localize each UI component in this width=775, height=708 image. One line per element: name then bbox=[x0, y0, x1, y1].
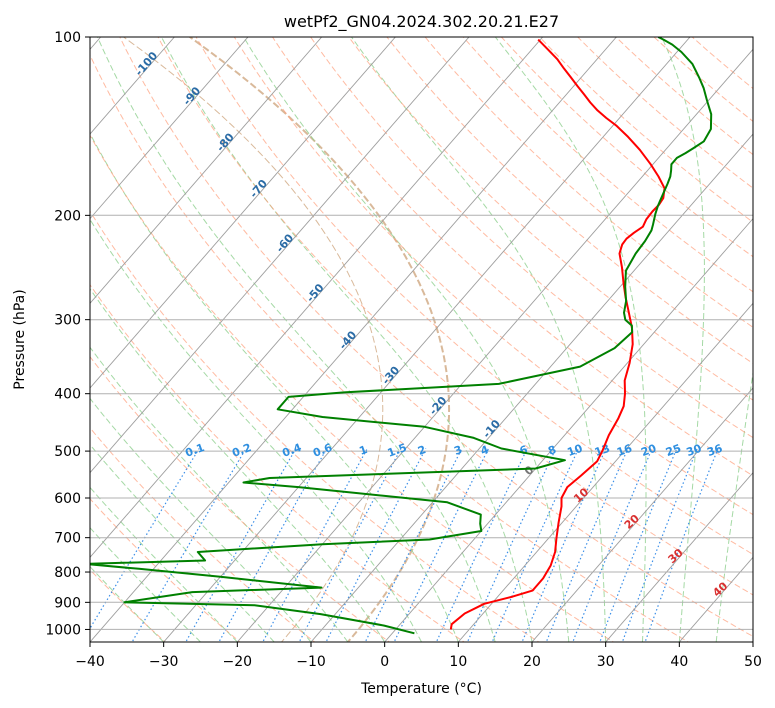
isotherm bbox=[90, 37, 396, 389]
moist-adiabat bbox=[90, 527, 201, 642]
dry-adiabat bbox=[233, 37, 753, 516]
mixing-ratio-label: 0.1 bbox=[183, 441, 206, 460]
mixing-ratio-line bbox=[491, 448, 580, 642]
sounding-series bbox=[90, 37, 713, 635]
y-tick-label: 200 bbox=[54, 208, 81, 224]
x-tick-label: 10 bbox=[449, 654, 467, 670]
y-axis: 100 200 300 400 500 600 700 800 900 1000 bbox=[45, 30, 90, 638]
isotherm bbox=[531, 387, 753, 642]
y-tick-label: 900 bbox=[54, 595, 81, 611]
isotherm bbox=[90, 37, 617, 642]
mixing-ratio-label: 6 bbox=[518, 443, 530, 458]
y-tick-label: 600 bbox=[54, 491, 81, 507]
mixing-ratio-label: 8 bbox=[546, 443, 558, 458]
y-tick-label: 800 bbox=[54, 565, 81, 581]
mixing-ratio-line bbox=[621, 448, 698, 642]
plot-border bbox=[89, 36, 754, 643]
x-tick-label: 0 bbox=[380, 654, 389, 670]
moist-adiabat bbox=[351, 37, 607, 642]
mixing-ratio-label: 0.2 bbox=[230, 441, 253, 460]
mixing-ratio-label: 25 bbox=[664, 442, 683, 459]
mixing-ratio-label: 1.5 bbox=[386, 441, 409, 460]
dry-adiabat bbox=[271, 37, 753, 477]
dry-adiabat bbox=[424, 37, 753, 328]
moist-adiabat bbox=[90, 565, 165, 642]
moist-adiabat bbox=[90, 287, 386, 642]
isotherm bbox=[90, 37, 544, 558]
mixing-ratio-line bbox=[599, 448, 678, 642]
y-axis-label: Pressure (hPa) bbox=[12, 289, 28, 389]
mixing-ratio-lines bbox=[90, 448, 719, 642]
mixing-ratio-line bbox=[521, 448, 607, 642]
moist-adiabat bbox=[90, 346, 349, 642]
moist-adiabat bbox=[90, 218, 422, 642]
moist-adiabats bbox=[90, 37, 753, 642]
isotherm bbox=[236, 48, 753, 642]
isotherm bbox=[90, 37, 249, 220]
x-tick-label: −20 bbox=[223, 654, 253, 670]
mixing-ratio-label: 20 bbox=[639, 442, 658, 460]
moist-adiabat bbox=[90, 486, 238, 642]
isotherm bbox=[457, 302, 753, 642]
mixing-ratio-label: 36 bbox=[705, 442, 724, 460]
dewpoint-line bbox=[90, 37, 713, 635]
x-tick-label: 20 bbox=[523, 654, 541, 670]
x-axis-label: Temperature (°C) bbox=[360, 681, 482, 697]
moist-adiabat bbox=[161, 37, 533, 642]
x-tick-label: −30 bbox=[149, 654, 179, 670]
isotherm bbox=[605, 471, 753, 642]
moist-adiabat bbox=[243, 37, 570, 642]
y-tick-label: 1000 bbox=[45, 622, 81, 638]
mixing-ratio-label: 4 bbox=[479, 443, 491, 458]
mixing-ratio-label: 2 bbox=[416, 443, 428, 458]
x-tick-label: −10 bbox=[296, 654, 326, 670]
mixing-ratio-label: 0.4 bbox=[280, 441, 303, 460]
x-tick-label: 40 bbox=[670, 654, 688, 670]
isotherm bbox=[90, 37, 470, 474]
moist-adiabat bbox=[90, 443, 275, 642]
isotherms bbox=[90, 37, 753, 642]
dry-adiabat bbox=[348, 37, 753, 401]
plot-frame bbox=[89, 36, 754, 643]
pressure-gridlines bbox=[90, 37, 753, 630]
mixing-ratio-line bbox=[218, 448, 328, 642]
dry-adiabat bbox=[157, 37, 753, 596]
x-tick-label: 30 bbox=[597, 654, 615, 670]
moist-adiabat bbox=[90, 132, 459, 642]
mixing-ratio-line bbox=[325, 448, 427, 642]
mixing-ratio-label: 3 bbox=[452, 443, 464, 458]
x-axis: −40 −30 −20 −10 0 10 20 30 40 50 bbox=[75, 642, 762, 670]
mixing-ratio-label: 0.6 bbox=[311, 441, 334, 460]
isotherm bbox=[384, 217, 753, 642]
mixing-ratio-label: 30 bbox=[685, 442, 704, 460]
y-tick-label: 700 bbox=[54, 531, 81, 547]
chart-title: wetPf2_GN04.2024.302.20.21.E27 bbox=[284, 12, 559, 32]
isotherm bbox=[752, 641, 753, 642]
mixing-ratio-label: 10 bbox=[565, 442, 584, 460]
mixing-ratio-label: 16 bbox=[615, 442, 634, 460]
moist-adiabat bbox=[494, 37, 647, 642]
dry-adiabat bbox=[462, 37, 753, 293]
isotherm bbox=[163, 37, 691, 642]
mixing-ratio-line bbox=[364, 448, 463, 642]
y-tick-label: 100 bbox=[54, 30, 81, 46]
mixing-ratio-line bbox=[393, 448, 490, 642]
x-tick-label: −40 bbox=[75, 654, 105, 670]
dry-adiabat bbox=[90, 355, 391, 642]
moist-adiabat bbox=[715, 369, 753, 642]
moist-adiabat bbox=[661, 37, 705, 642]
y-tick-label: 300 bbox=[54, 313, 81, 329]
dry-adiabat bbox=[195, 37, 753, 555]
mixing-ratio-line bbox=[131, 448, 247, 642]
plot-area bbox=[90, 37, 753, 642]
mixing-ratio-label: 1 bbox=[357, 443, 369, 458]
isotherm bbox=[90, 37, 323, 304]
x-tick-label: 50 bbox=[744, 654, 762, 670]
y-tick-label: 400 bbox=[54, 387, 81, 403]
y-tick-label: 500 bbox=[54, 444, 81, 460]
plot-background bbox=[90, 37, 753, 642]
mixing-ratio-line bbox=[90, 448, 200, 630]
